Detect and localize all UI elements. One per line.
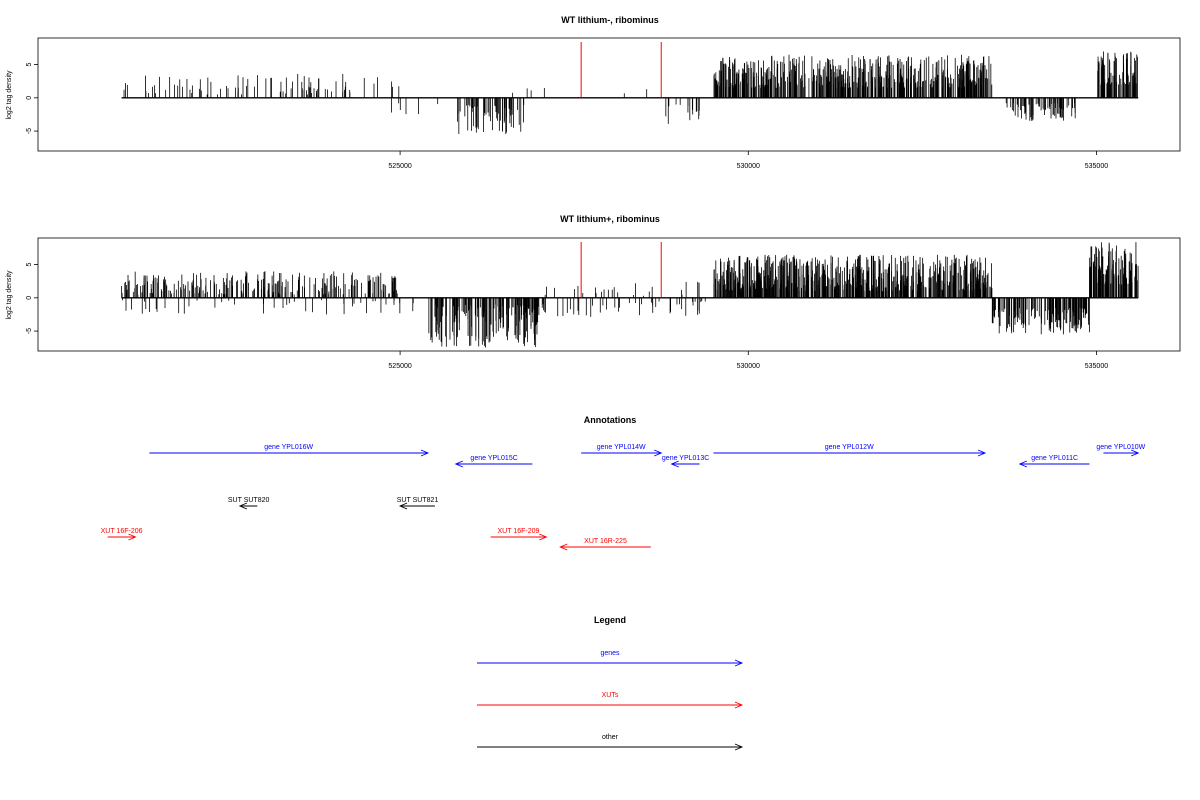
annotation-feature: XUT 16R-225 [559,538,651,551]
track-panel-2: WT lithium+, ribominus log2 tag density … [6,214,1181,370]
x-tick-label: 535000 [1085,163,1108,170]
density-bars [121,242,1139,348]
feature-label: gene YPL012W [825,444,874,451]
feature-label: SUT SUT821 [397,497,439,504]
marker-lines [580,42,662,98]
y-tick-label: -5 [26,328,33,334]
annotation-feature: SUT SUT820 [228,497,270,510]
feature-arrowhead [670,460,679,468]
legend-panel: Legend genes XUTs other [477,615,744,751]
x-tick-label: 525000 [388,163,411,170]
feature-arrowhead [398,502,408,510]
feature-arrowhead [1131,449,1140,457]
feature-arrowhead [654,449,663,457]
legend-items: genes XUTs other [477,650,744,751]
x-axis: 525000 530000 535000 [388,351,1108,370]
feature-arrowhead [420,449,430,457]
legend-title: Legend [594,615,626,625]
x-tick-label: 535000 [1085,363,1108,370]
annotation-features: gene YPL016W gene YPL015C gene YPL014W gene… [101,444,1146,551]
y-axis-label: log2 tag density [6,70,13,120]
plot-frame [37,237,1181,352]
annotation-feature: gene YPL014W [581,444,663,457]
annotation-feature: gene YPL016W [149,444,430,457]
feature-arrowhead [734,701,744,709]
y-axis: -5 0 5 [26,63,38,134]
annotation-feature: gene YPL010W [1096,444,1146,457]
track-title: WT lithium-, ribominus [561,15,659,25]
legend-item: XUTs [477,692,744,709]
annotations-title: Annotations [584,415,637,425]
y-axis: -5 0 5 [26,263,38,334]
feature-label: XUT 16F-209 [498,528,540,535]
marker-lines [580,242,662,298]
feature-arrowhead [238,502,248,510]
x-axis: 525000 530000 535000 [388,151,1108,170]
feature-label: XUT 16R-225 [584,538,627,545]
feature-label: gene YPL013C [662,455,709,462]
legend-item: other [477,734,744,751]
feature-arrowhead [977,449,987,457]
feature-label: gene YPL010W [1096,444,1145,451]
feature-label: XUT 16F-206 [101,528,143,535]
annotation-feature: SUT SUT821 [397,497,439,510]
annotation-feature: gene YPL013C [662,455,709,468]
legend-label: genes [600,650,620,657]
y-axis-label: log2 tag density [6,270,13,320]
x-tick-label: 530000 [737,163,760,170]
y-tick-label: 5 [26,263,33,267]
y-tick-label: -5 [26,128,33,134]
legend-item: genes [477,650,744,667]
plot-frame [37,37,1181,152]
track-panel-1: WT lithium-, ribominus log2 tag density … [6,15,1181,170]
annotation-feature: gene YPL011C [1018,455,1090,468]
annotation-feature: gene YPL012W [713,444,987,457]
annotation-feature: gene YPL015C [454,455,533,468]
feature-arrowhead [559,543,568,551]
x-tick-label: 525000 [388,363,411,370]
feature-arrowhead [539,533,548,541]
density-bars [121,51,1139,135]
feature-arrowhead [734,743,744,751]
feature-arrowhead [454,460,463,468]
feature-arrowhead [734,659,744,667]
track-title: WT lithium+, ribominus [560,214,660,224]
annotation-feature: XUT 16F-209 [490,528,548,541]
x-tick-label: 530000 [737,363,760,370]
annotation-feature: XUT 16F-206 [101,528,143,541]
feature-label: gene YPL011C [1031,455,1078,462]
feature-arrowhead [1018,460,1028,468]
feature-label: gene YPL014W [597,444,646,451]
legend-label: other [602,734,619,741]
legend-label: XUTs [602,692,619,699]
feature-label: gene YPL015C [470,455,517,462]
feature-label: gene YPL016W [264,444,313,451]
y-tick-label: 0 [26,96,33,100]
feature-label: SUT SUT820 [228,497,270,504]
feature-arrowhead [128,533,137,541]
y-tick-label: 5 [26,63,33,67]
y-tick-label: 0 [26,296,33,300]
